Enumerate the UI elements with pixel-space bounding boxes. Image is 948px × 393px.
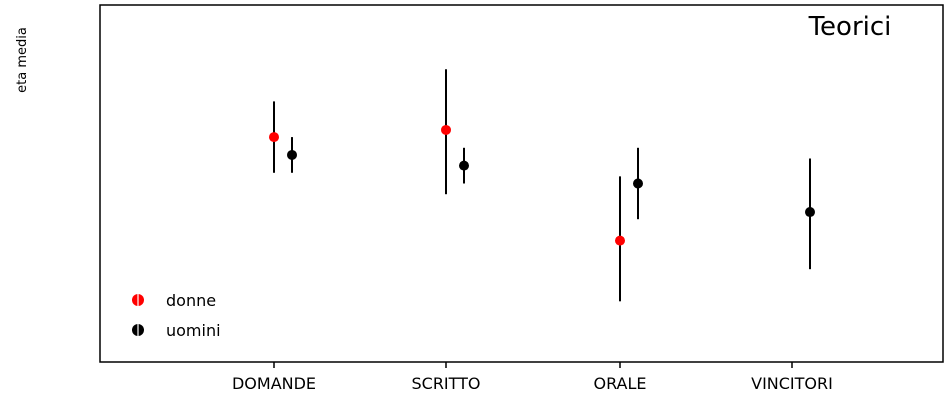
x-axis-ticks: DOMANDE SCRITTO ORALE VINCITORI (232, 362, 833, 393)
point-uomini (805, 207, 815, 218)
point-uomini (633, 178, 643, 189)
y-axis-label: eta media (15, 27, 30, 93)
plot-frame (99, 4, 944, 363)
chart-marks (269, 69, 815, 302)
x-tick-label: VINCITORI (751, 374, 833, 393)
legend: donne uomini (132, 291, 221, 340)
point-donne (269, 132, 279, 143)
legend-label-donne: donne (166, 291, 216, 310)
chart-title: Teorici (808, 12, 892, 42)
x-tick-label: SCRITTO (411, 374, 480, 393)
point-donne (615, 235, 625, 246)
legend-label-uomini: uomini (166, 321, 221, 340)
point-uomini (459, 160, 469, 171)
point-uomini (287, 149, 297, 160)
point-donne (441, 124, 451, 135)
x-tick-label: ORALE (593, 374, 646, 393)
x-tick-label: DOMANDE (232, 374, 316, 393)
